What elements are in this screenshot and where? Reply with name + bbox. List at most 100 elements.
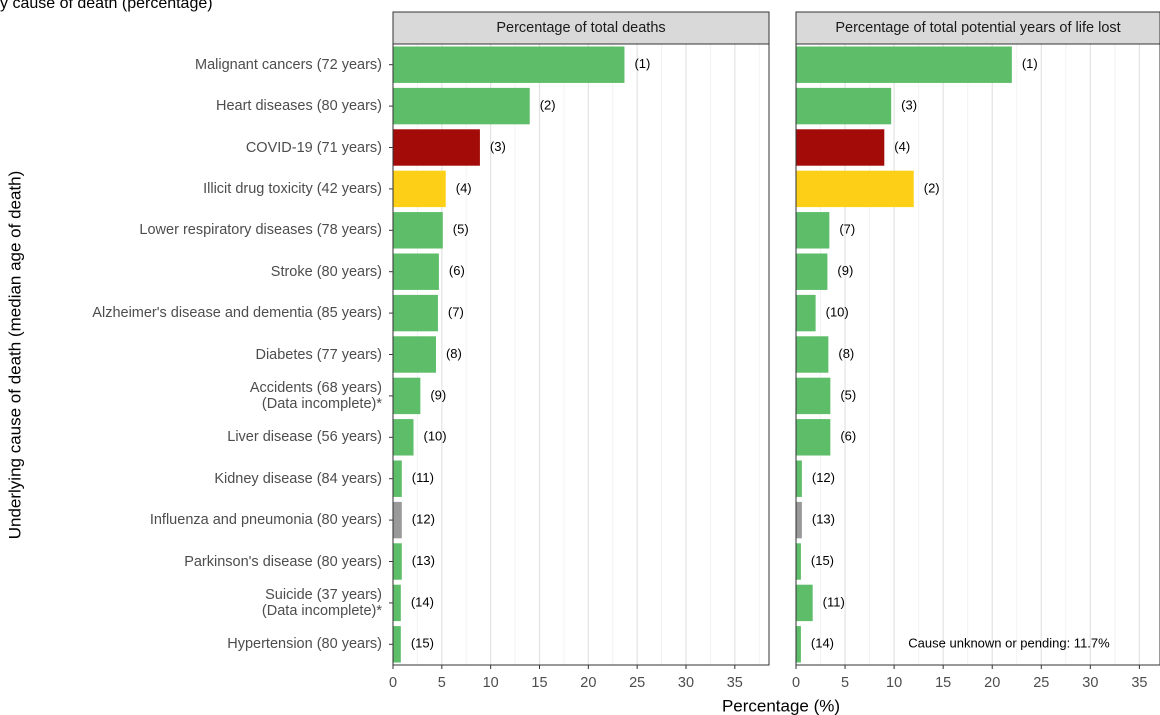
rank-label: (14) <box>811 636 834 651</box>
rank-label: (10) <box>826 305 849 320</box>
bar <box>796 294 816 332</box>
x-tick-label: 25 <box>629 675 645 691</box>
rank-label: (7) <box>448 305 464 320</box>
x-tick-label: 15 <box>935 675 951 691</box>
bar <box>393 294 438 332</box>
x-tick-label: 15 <box>531 675 547 691</box>
annotation: Cause unknown or pending: 11.7% <box>908 636 1110 651</box>
x-tick-label: 5 <box>841 675 849 691</box>
bar <box>393 87 530 125</box>
bar <box>796 626 801 663</box>
bar <box>796 129 885 166</box>
x-tick-label: 20 <box>580 675 596 691</box>
rank-label: (2) <box>924 180 940 195</box>
bar <box>393 584 401 622</box>
bar <box>393 501 402 539</box>
x-tick-label: 0 <box>792 675 800 691</box>
y-tick-label: Illicit drug toxicity (42 years) <box>203 180 382 197</box>
rank-label: (5) <box>453 222 469 237</box>
strip <box>392 11 770 45</box>
bar <box>796 460 802 497</box>
rank-label: (11) <box>412 470 434 485</box>
rank-label: (1) <box>634 56 650 71</box>
x-tick-label: 35 <box>1131 675 1147 691</box>
y-tick-label: Stroke (80 years) <box>270 263 382 280</box>
bar <box>796 584 813 622</box>
strip-title: Percentage of total potential years of l… <box>835 20 1120 36</box>
rank-label: (10) <box>424 429 447 444</box>
rank-label: (13) <box>412 553 435 568</box>
x-axis-label: Percentage (%) <box>722 696 840 715</box>
rank-label: (8) <box>838 346 854 361</box>
x-tick-label: 30 <box>1082 675 1098 691</box>
bar <box>796 501 802 539</box>
bar <box>796 377 831 415</box>
x-tick-label: 20 <box>984 675 1000 691</box>
chart-title: y cause of death (percentage) <box>0 0 213 12</box>
y-axis-label: Underlying cause of death (median age of… <box>5 171 24 540</box>
bar <box>393 46 625 83</box>
x-tick-label: 35 <box>727 675 743 691</box>
bar <box>393 253 439 290</box>
bar <box>796 87 892 125</box>
bar <box>393 419 414 456</box>
rank-label: (15) <box>411 636 434 651</box>
x-tick-label: 10 <box>483 675 499 691</box>
rank-label: (9) <box>430 387 446 402</box>
bar <box>393 170 446 208</box>
rank-label: (3) <box>901 98 917 113</box>
y-tick-label: Kidney disease (84 years) <box>214 470 382 487</box>
rank-label: (15) <box>811 553 834 568</box>
y-tick-label: Lower respiratory diseases (78 years) <box>139 222 382 239</box>
x-tick-label: 5 <box>438 675 446 691</box>
bar <box>796 212 830 249</box>
rank-label: (14) <box>411 594 434 609</box>
strip-title: Percentage of total deaths <box>496 20 665 36</box>
x-tick-label: 30 <box>678 675 694 691</box>
bar <box>393 377 421 415</box>
rank-label: (6) <box>449 263 465 278</box>
strip <box>795 11 1160 45</box>
rank-label: (9) <box>837 263 853 278</box>
rank-label: (12) <box>412 512 435 527</box>
bar <box>796 419 831 456</box>
y-tick-label: Parkinson's disease (80 years) <box>184 553 382 570</box>
rank-label: (4) <box>456 180 472 195</box>
x-tick-label: 25 <box>1033 675 1049 691</box>
rank-label: (8) <box>446 346 462 361</box>
y-tick-label: Influenza and pneumonia (80 years) <box>149 512 382 529</box>
bar <box>796 170 914 208</box>
bar <box>393 460 402 497</box>
y-tick-label: Malignant cancers (72 years) <box>195 56 382 73</box>
bar <box>393 626 401 663</box>
rank-label: (1) <box>1022 56 1038 71</box>
rank-label: (13) <box>812 512 835 527</box>
rank-label: (7) <box>839 222 855 237</box>
rank-label: (5) <box>840 387 856 402</box>
bar <box>393 129 480 166</box>
rank-label: (12) <box>812 470 835 485</box>
y-tick-label: Suicide (37 years) (Data incomplete)* <box>261 586 382 619</box>
x-tick-label: 0 <box>389 675 397 691</box>
bar <box>796 253 828 290</box>
x-tick-label: 10 <box>886 675 902 691</box>
bar <box>393 543 402 580</box>
bar <box>796 543 801 580</box>
y-tick-label: Hypertension (80 years) <box>227 636 382 653</box>
y-tick-label: Alzheimer's disease and dementia (85 yea… <box>92 305 382 322</box>
rank-label: (4) <box>894 139 910 154</box>
rank-label: (6) <box>840 429 856 444</box>
y-tick-label: Accidents (68 years) (Data incomplete)* <box>249 379 382 412</box>
y-tick-label: Liver disease (56 years) <box>227 429 382 446</box>
y-tick-label: Heart diseases (80 years) <box>215 98 382 115</box>
bar <box>393 212 443 249</box>
rank-label: (11) <box>823 594 845 609</box>
y-tick-label: COVID-19 (71 years) <box>245 139 382 156</box>
bar <box>796 336 829 373</box>
rank-label: (3) <box>490 139 506 154</box>
y-tick-label: Diabetes (77 years) <box>255 346 382 363</box>
bar <box>393 336 436 373</box>
rank-label: (2) <box>540 98 556 113</box>
